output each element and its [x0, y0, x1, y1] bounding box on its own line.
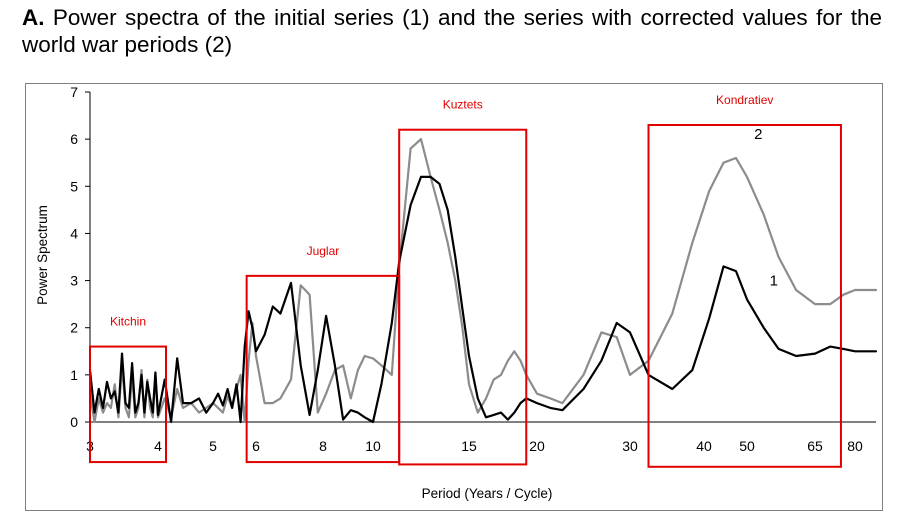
- y-axis-label: Power Spectrum: [35, 205, 50, 305]
- x-tick-label: 15: [461, 438, 477, 454]
- kitchin-box: [89, 345, 168, 464]
- chart-frame: [25, 83, 883, 511]
- x-tick-label: 40: [696, 438, 712, 454]
- y-tick-label: 0: [70, 414, 78, 430]
- series-2-label: 2: [754, 126, 762, 143]
- x-tick-label: 10: [365, 438, 381, 454]
- y-tick-label: 3: [70, 273, 78, 289]
- y-tick-label: 4: [70, 225, 78, 241]
- juglar-label: Juglar: [307, 244, 340, 258]
- kondratiev-box: [647, 124, 842, 468]
- kuztets-box: [398, 128, 528, 466]
- kondratiev-label: Kondratiev: [716, 93, 773, 107]
- caption-text: Power spectra of the initial series (1) …: [22, 5, 882, 57]
- x-tick-label: 50: [739, 438, 755, 454]
- series-1-label: 1: [770, 272, 778, 289]
- series-1-line: [88, 175, 878, 424]
- y-tick-label: 6: [70, 131, 78, 147]
- x-tick-label: 6: [252, 438, 260, 454]
- y-tick-label: 2: [70, 320, 78, 336]
- x-tick-label: 4: [154, 438, 162, 454]
- x-axis-label: Period (Years / Cycle): [422, 486, 553, 501]
- y-tick-label: 5: [70, 178, 78, 194]
- x-tick-label: 80: [847, 438, 863, 454]
- y-tick-label: 1: [70, 367, 78, 383]
- x-tick-label: 8: [319, 438, 327, 454]
- x-tick-label: 5: [209, 438, 217, 454]
- x-tick-label: 20: [529, 438, 545, 454]
- series-2-line: [88, 138, 878, 424]
- caption-label: A.: [22, 5, 45, 30]
- juglar-box: [245, 274, 401, 464]
- kuztets-label: Kuztets: [443, 98, 483, 112]
- y-tick-label: 7: [70, 84, 78, 100]
- x-tick-label: 30: [622, 438, 638, 454]
- figure-caption: A. Power spectra of the initial series (…: [22, 4, 882, 58]
- kitchin-label: Kitchin: [110, 315, 146, 329]
- x-tick-label: 65: [807, 438, 823, 454]
